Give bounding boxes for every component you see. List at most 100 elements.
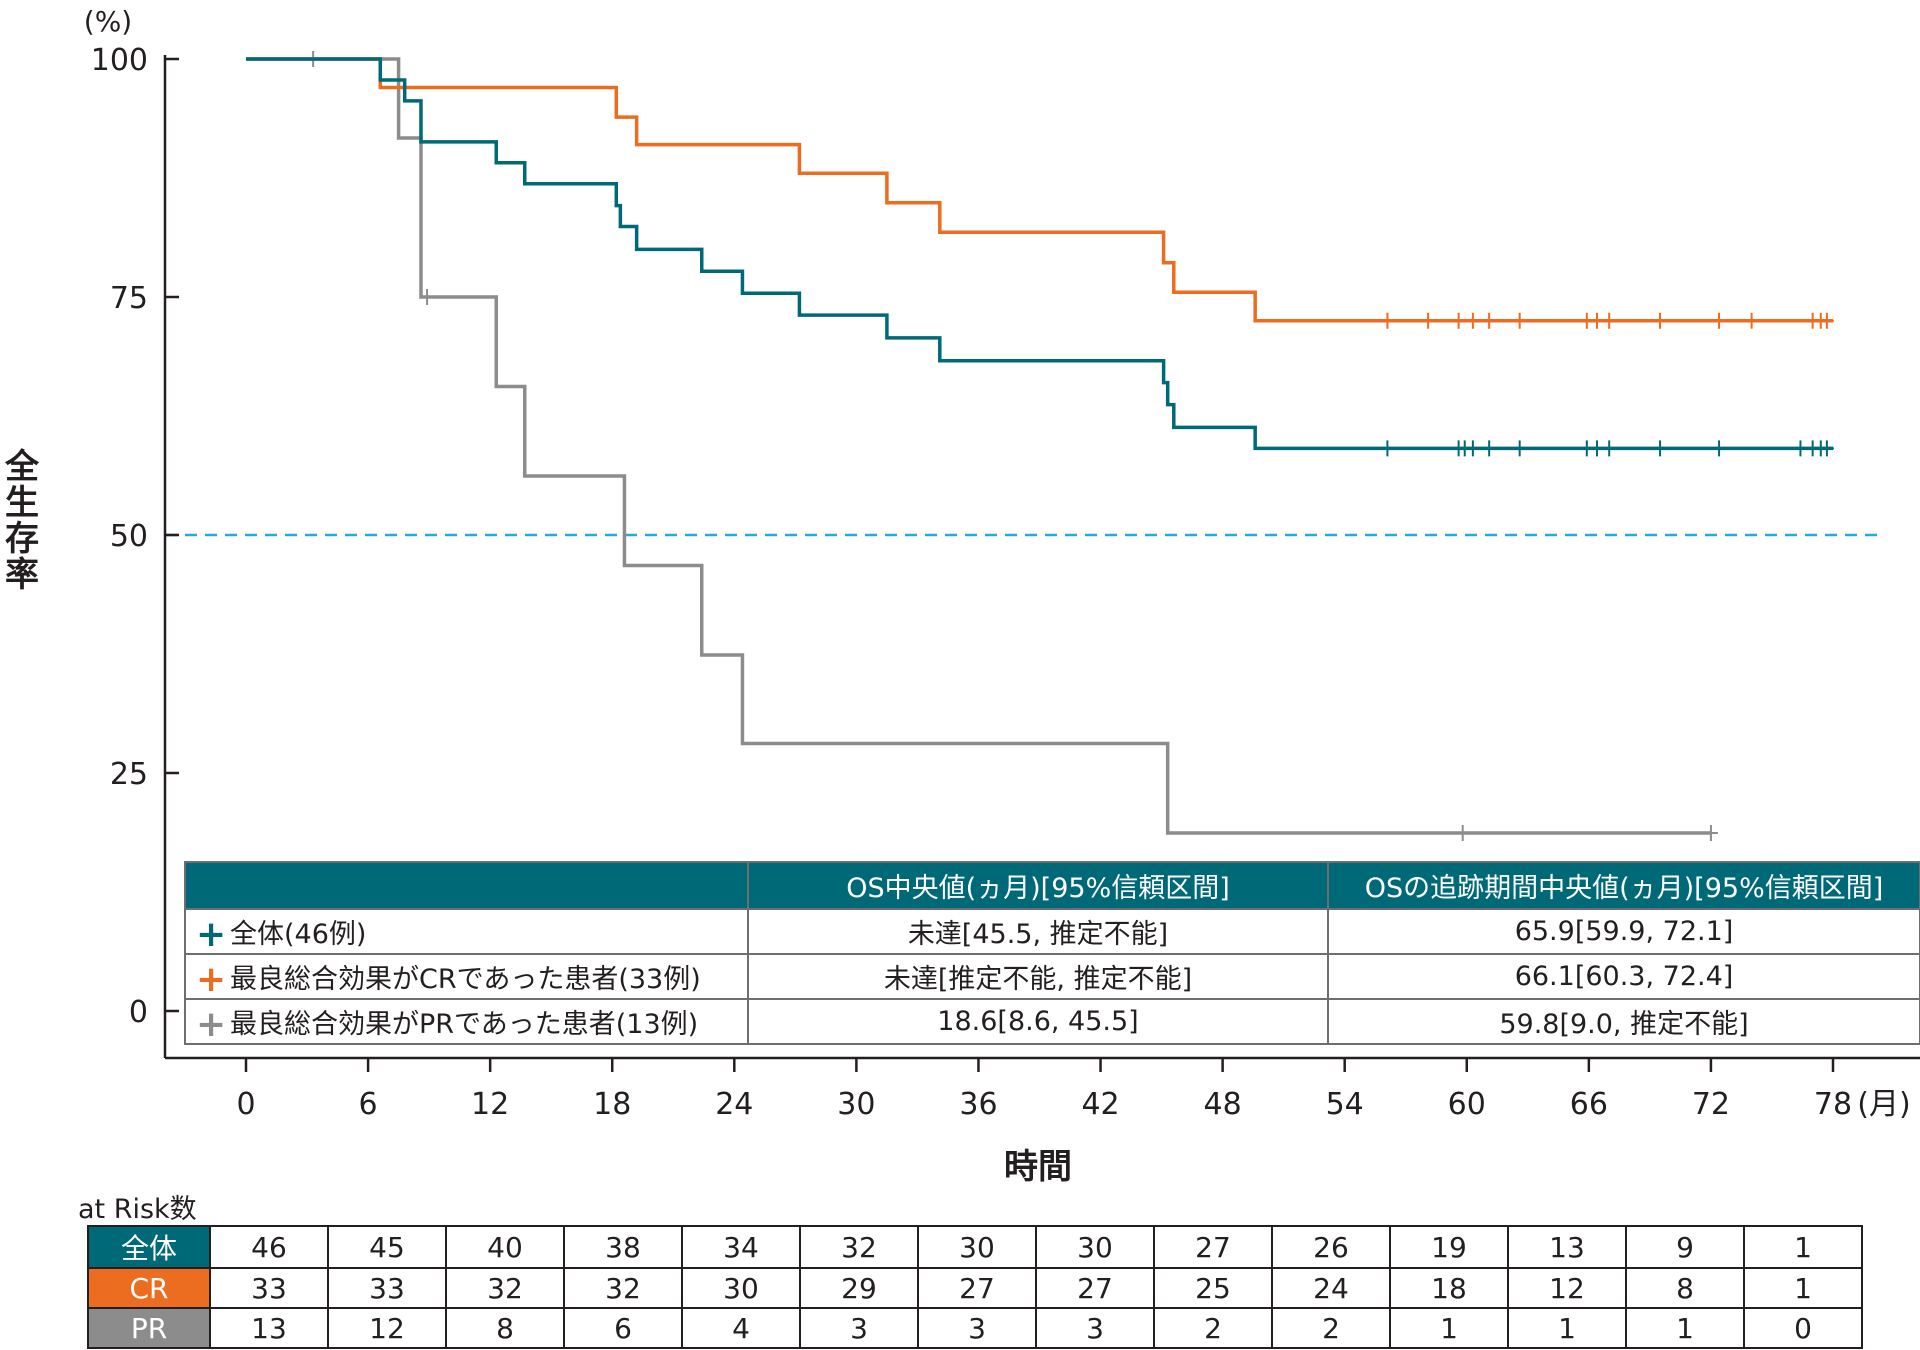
at-risk-row: PR 13 12 8 6 4 3 3 3 2 2 1 1 1 0 (87, 1307, 1863, 1349)
at-risk-cell: 3 (1035, 1307, 1155, 1349)
at-risk-cell: 27 (917, 1267, 1037, 1309)
summary-followup-cell: 59.8[9.0, 推定不能] (1327, 998, 1920, 1045)
series-line (246, 57, 1833, 451)
x-axis-title: 時間 (1004, 1147, 1072, 1187)
at-risk-cell: 2 (1153, 1307, 1273, 1349)
x-tick-label: 18 (593, 1087, 631, 1122)
at-risk-cell: 6 (563, 1307, 683, 1349)
censor-mark (1653, 440, 1668, 457)
x-tick-label: 6 (359, 1087, 378, 1122)
censor-mark (1712, 440, 1727, 457)
summary-header-os: OS中央値(ヵ月)[95%信頼区間] (747, 861, 1329, 910)
summary-header-followup: OSの追跡期間中央値(ヵ月)[95%信頼区間] (1327, 861, 1920, 910)
at-risk-cell: 46 (209, 1225, 329, 1269)
at-risk-cell: 33 (327, 1267, 447, 1309)
at-risk-cell: 12 (327, 1307, 447, 1349)
at-risk-row-label: 全体 (87, 1225, 211, 1269)
summary-header-blank (184, 861, 749, 910)
y-unit-label: (%) (84, 5, 132, 38)
at-risk-row: 全体 46 45 40 38 34 32 30 30 27 26 19 13 9 1 (87, 1225, 1863, 1269)
x-ticks: 0 6 12 18 24 30 36 42 48 54 60 66 72 78 (236, 1058, 1852, 1122)
censor-mark (1589, 312, 1604, 329)
censor-mark (1819, 312, 1834, 329)
at-risk-cell: 1 (1743, 1225, 1863, 1269)
at-risk-row: CR 33 33 32 32 30 29 27 27 25 24 18 12 8 1 (87, 1267, 1863, 1309)
at-risk-cell: 18 (1389, 1267, 1509, 1309)
summary-group-label: 全体(46例) (230, 919, 367, 950)
summary-followup-cell: 66.1[60.3, 72.4] (1327, 953, 1920, 1000)
series-line (246, 57, 1711, 835)
at-risk-cell: 30 (1035, 1225, 1155, 1269)
summary-group-label: 最良総合効果がPRであった患者(13例) (230, 1009, 699, 1040)
x-tick-label: 30 (837, 1087, 875, 1122)
censor-mark (1653, 312, 1668, 329)
at-risk-cell: 40 (445, 1225, 565, 1269)
plus-legend-icon: + (196, 959, 227, 999)
summary-row: + 最良総合効果がCRであった患者(33例) 未達[推定不能, 推定不能] 66.1[… (184, 953, 1920, 1000)
censor-mark (1744, 312, 1759, 329)
censor-mark (1712, 312, 1727, 329)
censor-mark (1703, 824, 1718, 841)
censor-mark (1512, 440, 1527, 457)
at-risk-cell: 2 (1271, 1307, 1391, 1349)
at-risk-cell: 32 (445, 1267, 565, 1309)
censor-mark (420, 289, 435, 305)
at-risk-cell: 1 (1625, 1307, 1745, 1349)
summary-row: + 全体(46例) 未達[45.5, 推定不能] 65.9[59.9, 72.1] (184, 908, 1920, 955)
summary-os-cell: 18.6[8.6, 45.5] (747, 998, 1329, 1045)
summary-header-row: OS中央値(ヵ月)[95%信頼区間] OSの追跡期間中央値(ヵ月)[95%信頼区… (184, 861, 1920, 910)
plus-legend-icon: + (196, 914, 227, 954)
x-tick-label: 60 (1448, 1087, 1486, 1122)
y-tick-label: 25 (110, 757, 148, 792)
plus-legend-icon: + (196, 1004, 227, 1044)
at-risk-cell: 33 (209, 1267, 329, 1309)
series-0 (246, 57, 1834, 457)
at-risk-cell: 8 (445, 1307, 565, 1349)
x-tick-label: 54 (1326, 1087, 1364, 1122)
summary-table: OS中央値(ヵ月)[95%信頼区間] OSの追跡期間中央値(ヵ月)[95%信頼区… (184, 861, 1920, 1045)
at-risk-cell: 45 (327, 1225, 447, 1269)
x-tick-label: 0 (236, 1087, 255, 1122)
at-risk-cell: 12 (1507, 1267, 1627, 1309)
summary-group-cell: + 全体(46例) (184, 908, 749, 955)
y-ticks: 0 25 50 75 100 (91, 43, 179, 1030)
at-risk-table: 全体 46 45 40 38 34 32 30 30 27 26 19 13 9 1 CR 33 33 32 32 30… (87, 1225, 1863, 1349)
axes (163, 55, 1920, 1060)
x-tick-label: 72 (1692, 1087, 1730, 1122)
summary-os-cell: 未達[推定不能, 推定不能] (747, 953, 1329, 1000)
x-tick-label: 24 (715, 1087, 753, 1122)
censor-mark (1451, 312, 1466, 329)
y-tick-label: 100 (91, 43, 148, 78)
y-axis-title: 全生存率 (4, 447, 40, 595)
censor-mark (1380, 440, 1395, 457)
y-tick-label: 0 (129, 995, 148, 1030)
summary-os-cell: 未達[45.5, 推定不能] (747, 908, 1329, 955)
censor-mark (1819, 440, 1834, 457)
y-tick-label: 50 (110, 519, 148, 554)
at-risk-cell: 13 (209, 1307, 329, 1349)
summary-group-cell: + 最良総合効果がPRであった患者(13例) (184, 998, 749, 1045)
censor-mark (1465, 440, 1480, 457)
censor-mark (1589, 440, 1604, 457)
censor-mark (1482, 312, 1497, 329)
at-risk-cell: 26 (1271, 1225, 1391, 1269)
at-risk-cell: 3 (917, 1307, 1037, 1349)
at-risk-cell: 29 (799, 1267, 919, 1309)
at-risk-cell: 32 (563, 1267, 683, 1309)
at-risk-cell: 24 (1271, 1267, 1391, 1309)
censor-mark (1482, 440, 1497, 457)
at-risk-cell: 9 (1625, 1225, 1745, 1269)
summary-row: + 最良総合効果がPRであった患者(13例) 18.6[8.6, 45.5] 59.8… (184, 998, 1920, 1045)
series-layer (246, 51, 1834, 841)
at-risk-title: at Risk数 (78, 1194, 197, 1225)
series-line (246, 57, 1833, 323)
series-1 (246, 57, 1834, 329)
x-tick-label: 78 (1814, 1087, 1852, 1122)
at-risk-cell: 30 (917, 1225, 1037, 1269)
at-risk-cell: 34 (681, 1225, 801, 1269)
at-risk-cell: 27 (1035, 1267, 1155, 1309)
at-risk-cell: 3 (799, 1307, 919, 1349)
x-tick-label: 36 (959, 1087, 997, 1122)
x-tick-label: 42 (1081, 1087, 1119, 1122)
at-risk-cell: 0 (1743, 1307, 1863, 1349)
